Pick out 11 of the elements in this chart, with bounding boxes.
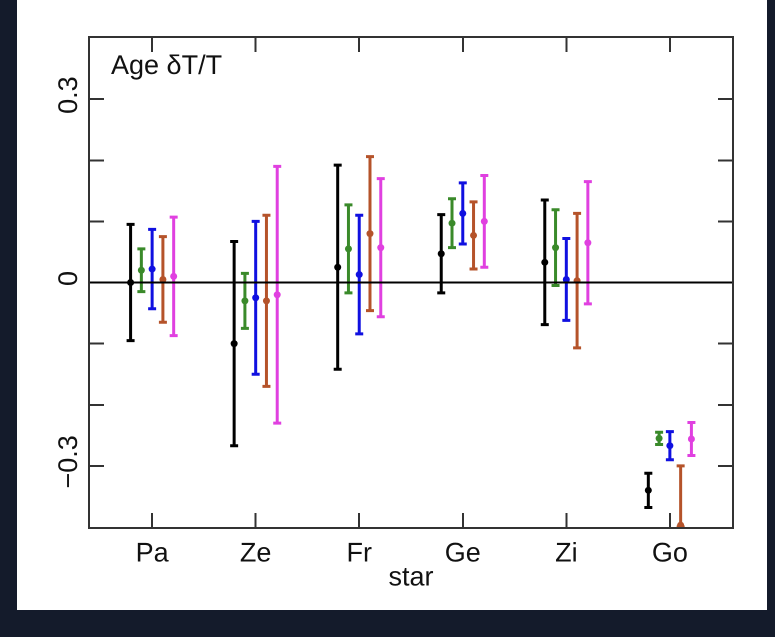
x-tick-label: Pa (136, 537, 170, 568)
x-tick-label: Zi (555, 537, 578, 568)
x-tick-label: Ge (444, 537, 481, 568)
x-tick-label: Fr (346, 537, 372, 568)
annotation: Age δT/T (111, 50, 222, 80)
y-tick-label: 0.3 (53, 76, 84, 114)
x-axis-title: star (388, 561, 434, 592)
x-tick-label: Go (652, 537, 688, 568)
y-tick-label: 0 (53, 270, 84, 286)
x-tick-label: Ze (240, 537, 272, 568)
y-tick-label: −0.3 (53, 435, 84, 488)
